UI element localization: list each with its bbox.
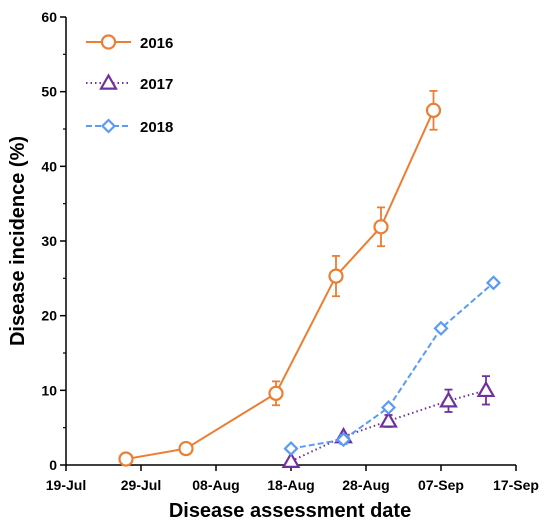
- y-tick-label: 10: [41, 382, 57, 398]
- legend-label-2017: 2017: [140, 76, 173, 93]
- data-point-2018: [335, 432, 352, 448]
- x-tick-label: 18-Aug: [267, 477, 314, 493]
- legend-label-2016: 2016: [140, 35, 173, 52]
- data-point-2018: [283, 441, 299, 457]
- x-tick-label: 08-Aug: [192, 477, 239, 493]
- data-point-2017: [281, 451, 301, 468]
- data-point-2016: [178, 440, 194, 457]
- data-point-2018: [485, 275, 502, 291]
- y-tick-label: 0: [49, 457, 57, 473]
- x-tick-label: 28-Aug: [342, 477, 389, 493]
- plot-series: [118, 90, 502, 468]
- y-tick-label: 40: [41, 158, 57, 174]
- y-tick-label: 30: [41, 233, 57, 249]
- data-point-2016: [118, 451, 134, 467]
- data-point-2017: [379, 411, 398, 428]
- legend-label-2018: 2018: [140, 119, 173, 136]
- legend-marker-2016: [100, 34, 117, 50]
- x-tick-label: 19-Jul: [46, 477, 86, 493]
- x-axis-title: Disease assessment date: [169, 500, 411, 522]
- data-point-2017: [476, 380, 496, 398]
- data-point-2016: [373, 219, 389, 235]
- data-point-2016: [425, 102, 442, 118]
- series-line-2016: [125, 109, 435, 461]
- axes: 0 10 20 30 40 50 60 19-Jul 29-Jul 08-Aug 18-Aug 28-…: [41, 9, 539, 493]
- legend: 2016 2017 2018: [86, 34, 173, 136]
- series-2018: [283, 275, 502, 457]
- series-2016: [118, 90, 442, 467]
- legend-marker-2017: [99, 73, 118, 90]
- legend-marker-2018: [100, 118, 117, 134]
- y-tick-label: 20: [41, 308, 57, 324]
- data-point-2018: [433, 320, 449, 336]
- x-tick-label: 29-Jul: [121, 477, 161, 493]
- data-point-2018: [380, 399, 397, 416]
- y-tick-label: 50: [41, 84, 57, 100]
- x-tick-label: 07-Sep: [418, 477, 464, 493]
- data-point-2017: [439, 391, 458, 408]
- data-point-2016: [268, 385, 284, 401]
- data-point-2016: [328, 268, 344, 284]
- series-2017: [281, 375, 496, 468]
- x-tick-label: 17-Sep: [493, 477, 539, 493]
- y-axis-title: Disease incidence (%): [7, 136, 29, 346]
- y-tick-label: 60: [41, 9, 57, 25]
